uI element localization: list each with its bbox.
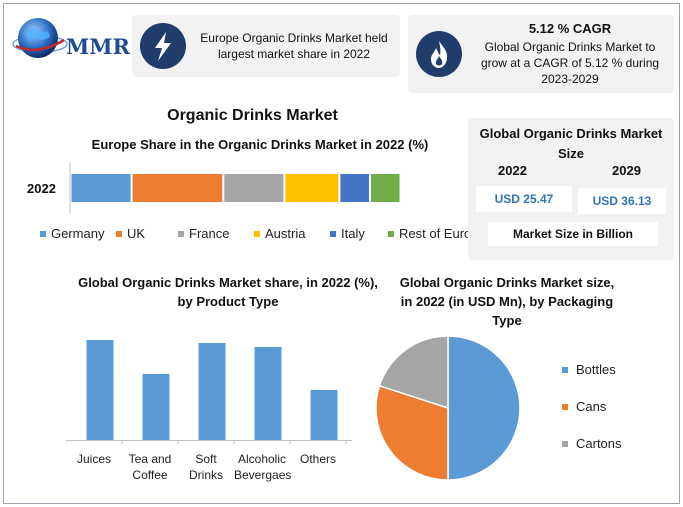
value-2022: USD 25.47 [476, 186, 572, 212]
pie-slice-cans [375, 384, 449, 481]
market-size-title: Global Organic Drinks Market Size [479, 126, 663, 161]
main-title: Organic Drinks Market [167, 107, 338, 124]
legend-item-bottles: Bottles [562, 362, 616, 377]
mmr-logo: MMR [10, 14, 132, 66]
legend-item-cans: Cans [562, 399, 606, 414]
logo-text: MMR [66, 34, 130, 59]
europe-chart-legend: Germany UK France Austria Italy Rest of Europ… [40, 226, 486, 244]
bar-segment-france [224, 174, 284, 202]
legend-swatch [562, 404, 568, 410]
cagr-headline: 5.12 % CAGR [528, 21, 612, 36]
europe-stacked-bar-chart [69, 162, 400, 214]
bar-others [310, 390, 338, 440]
year-2029-label: 2029 [612, 163, 641, 178]
product-bar-chart [66, 340, 352, 444]
pie-slice-cartons [378, 335, 449, 410]
bar-segment-uk [132, 174, 223, 202]
bar-alcoholic-bevergaes [254, 347, 282, 440]
europe-highlight-card: Europe Organic Drinks Market held larges… [132, 15, 400, 77]
flame-icon [416, 31, 462, 77]
bar-soft-drinks [198, 343, 226, 440]
legend-label: Germany [51, 226, 105, 241]
x-tick-label-tea-and-coffee: Tea and Coffee [128, 452, 172, 482]
market-size-panel: Global Organic Drinks Market Size 2022 2… [468, 118, 674, 260]
pie-slice-bottles [447, 335, 521, 481]
year-2022-label: 2022 [498, 163, 527, 178]
legend-label: France [189, 226, 230, 241]
legend-item-austria: Austria [254, 226, 305, 241]
market-size-footer: Market Size in Billion [488, 222, 658, 246]
legend-swatch [330, 231, 336, 237]
packaging-pie-chart [375, 335, 521, 481]
legend-label: Austria [265, 226, 306, 241]
legend-item-france: France [178, 226, 229, 241]
packaging-chart-legend: Bottles Cans Cartons [562, 362, 662, 462]
value-2029: USD 36.13 [578, 188, 666, 214]
x-tick-label-soft-drinks: Soft Drinks [188, 452, 223, 482]
product-chart-x-labels: Juices Tea and Coffee Soft Drinks Alcoholic… [66, 451, 356, 487]
cagr-card: 5.12 % CAGR Global Organic Drinks Market… [408, 15, 674, 93]
legend-label: Cans [576, 399, 607, 414]
bar-segment-italy [340, 174, 369, 202]
legend-label: Rest of Europe [399, 226, 486, 241]
x-tick-label-juices: Juices [76, 452, 111, 466]
legend-item-uk: UK [116, 226, 145, 241]
legend-swatch [388, 231, 394, 237]
legend-item-rest-of-europe: Rest of Europe [388, 226, 486, 241]
infographic-frame [3, 3, 680, 504]
bar-tea-and-coffee [142, 374, 170, 440]
legend-item-italy: Italy [330, 226, 365, 241]
legend-item-germany: Germany [40, 226, 104, 241]
legend-swatch [178, 231, 184, 237]
legend-label: Cartons [576, 436, 622, 451]
product-chart-title: Global Organic Drinks Market share, in 2… [78, 275, 378, 309]
lightning-icon [140, 23, 186, 69]
europe-chart-category-label: 2022 [27, 181, 56, 196]
x-tick-label-alcoholic-bevergaes: Alcoholic Bevergaes [234, 452, 292, 482]
europe-highlight-text: Europe Organic Drinks Market held larges… [200, 31, 388, 61]
bar-segment-germany [71, 174, 131, 202]
legend-item-cartons: Cartons [562, 436, 622, 451]
legend-swatch [562, 441, 568, 447]
legend-swatch [116, 231, 122, 237]
legend-label: Bottles [576, 362, 616, 377]
legend-swatch [40, 231, 46, 237]
globe-icon [12, 18, 68, 58]
legend-label: UK [127, 226, 146, 241]
legend-swatch [254, 231, 260, 237]
bar-segment-austria [285, 174, 339, 202]
x-tick-label-others: Others [299, 452, 336, 466]
bar-segment-rest-of-europe [370, 174, 400, 202]
bar-juices [86, 340, 114, 440]
packaging-chart-title: Global Organic Drinks Market size, in 20… [399, 275, 615, 328]
legend-label: Italy [341, 226, 365, 241]
europe-chart-title: Europe Share in the Organic Drinks Marke… [91, 137, 429, 152]
legend-swatch [562, 367, 568, 373]
cagr-text: Global Organic Drinks Market to grow at … [480, 40, 660, 86]
